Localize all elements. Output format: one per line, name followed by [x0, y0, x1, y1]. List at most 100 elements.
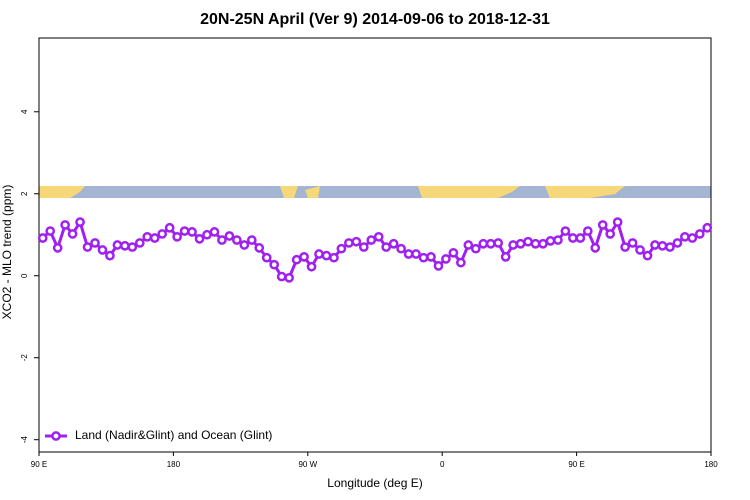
x-axis-label: Longitude (deg E)	[327, 476, 422, 490]
land	[545, 186, 625, 198]
data-point	[209, 227, 220, 237]
data-point	[620, 242, 630, 252]
data-point	[291, 254, 302, 265]
data-point	[276, 271, 287, 282]
data-point	[37, 233, 48, 243]
data-point	[426, 252, 436, 262]
data-point	[433, 261, 444, 271]
data-point	[224, 231, 235, 241]
land	[305, 186, 320, 198]
data-point	[568, 233, 578, 243]
data-point	[672, 238, 683, 248]
data-point	[246, 235, 257, 245]
data-point	[105, 250, 115, 261]
data-point	[149, 233, 160, 243]
data-point	[179, 226, 190, 236]
y-tick-label: 2	[20, 191, 29, 196]
data-point	[157, 229, 168, 239]
x-tick-label: 90 E	[31, 460, 47, 469]
data-point	[635, 245, 645, 255]
y-tick-label: -2	[20, 354, 29, 362]
data-point	[142, 231, 153, 242]
chart-title: 20N-25N April (Ver 9) 2014-09-06 to 2018…	[200, 11, 550, 28]
x-tick-label: 90 W	[298, 460, 317, 469]
data-point	[642, 250, 653, 261]
data-point	[545, 236, 556, 246]
data-point	[127, 242, 138, 252]
data-point	[45, 226, 56, 236]
data-point	[321, 250, 332, 261]
data-point	[411, 249, 421, 259]
y-axis-label: XCO2 - MLO trend (ppm)	[0, 185, 14, 320]
data-point	[164, 222, 175, 233]
data-point	[612, 217, 623, 227]
data-point	[478, 238, 489, 249]
y-tick-label: -4	[20, 436, 29, 444]
data-point	[388, 238, 399, 249]
data-point	[694, 229, 705, 239]
data-point	[90, 238, 100, 248]
data-point	[530, 238, 541, 249]
data-point	[485, 238, 496, 249]
data-point	[650, 240, 660, 250]
x-tick-label: 180	[167, 460, 181, 469]
data-point	[538, 238, 548, 249]
data-point	[120, 240, 130, 251]
data-point	[284, 272, 294, 283]
data-point	[254, 243, 265, 253]
data-point	[202, 229, 212, 240]
data-point	[82, 242, 93, 252]
x-tick-label: 0	[440, 460, 445, 469]
x-tick-label: 180	[704, 460, 718, 469]
data-point	[112, 240, 123, 250]
x-tick-label: 90 E	[568, 460, 584, 469]
data-point	[500, 252, 511, 262]
y-tick-label: 0	[20, 273, 29, 278]
data-point	[597, 220, 608, 230]
data-point	[306, 261, 317, 272]
data-point	[463, 240, 474, 250]
legend-marker	[51, 431, 61, 441]
data-point	[605, 229, 616, 239]
data-point	[344, 238, 354, 248]
data-point	[172, 231, 182, 242]
data-point	[329, 252, 339, 263]
data-point	[493, 238, 504, 248]
data-point	[657, 240, 668, 251]
data-point	[418, 252, 429, 263]
data-point	[448, 247, 459, 258]
plot-frame	[38, 37, 712, 453]
data-point	[314, 249, 324, 259]
data-point	[515, 238, 526, 249]
data-point	[239, 240, 250, 250]
data-point	[366, 235, 377, 245]
data-point	[67, 229, 78, 239]
land	[39, 186, 85, 198]
data-point	[456, 257, 466, 268]
data-point	[575, 233, 586, 243]
data-point	[269, 259, 280, 270]
land	[418, 186, 520, 198]
data-point	[403, 249, 414, 259]
data-point	[358, 242, 369, 252]
y-tick-label: 4	[20, 109, 29, 114]
data-point	[187, 227, 197, 237]
data-point	[299, 252, 309, 262]
data-point	[217, 235, 227, 245]
data-point	[261, 252, 272, 263]
data-point	[508, 240, 518, 250]
data-point	[687, 233, 698, 243]
data-point	[680, 231, 690, 242]
data-point	[560, 226, 571, 236]
data-point	[590, 243, 601, 253]
data-point	[470, 243, 481, 254]
data-point	[232, 235, 242, 245]
land	[280, 186, 298, 198]
data-point	[134, 238, 145, 248]
data-point	[52, 243, 63, 253]
data-point	[60, 220, 70, 230]
data-point	[396, 243, 406, 254]
data-point	[553, 235, 563, 245]
